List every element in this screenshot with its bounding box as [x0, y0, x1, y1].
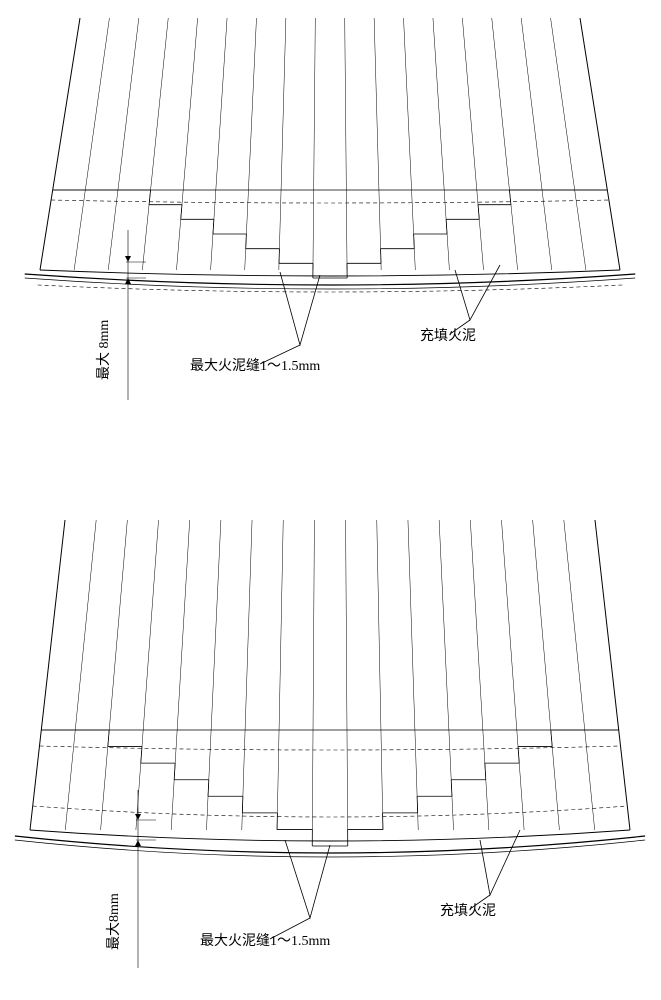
brick-joint [404, 18, 416, 270]
step-riser [242, 796, 243, 813]
brick-joint [345, 18, 347, 270]
step-riser [181, 205, 182, 220]
brick-joint [171, 520, 190, 830]
brick-joint [108, 18, 139, 270]
step-riser [509, 190, 511, 205]
panel: 充填火泥最大火泥缝1～1.5mm 最大 8mm [25, 18, 636, 400]
brick-joint [101, 520, 128, 830]
brick-joint [176, 18, 197, 270]
brick-joint [374, 18, 381, 270]
brick-joint [492, 18, 518, 270]
brick-joint [551, 18, 586, 270]
arc [40, 270, 620, 276]
label-max-mortar: 最大火泥缝1～1.5mm [200, 933, 330, 949]
step-riser [108, 730, 109, 747]
dim-arrow-top [135, 814, 141, 820]
leader-max-mortar [285, 840, 330, 918]
step-riser [485, 763, 486, 780]
fan-right-edge [595, 520, 630, 830]
brick-joint [408, 520, 418, 830]
label-max-mortar: 最大火泥缝1～1.5mm [190, 358, 320, 374]
fan-left-edge [40, 18, 80, 270]
shell-arc-inner [15, 840, 645, 857]
brick-joint [242, 520, 252, 830]
dashed-arc [51, 200, 609, 203]
step-riser [551, 730, 552, 747]
dashed-arc [38, 285, 623, 292]
dim-arrow-bot [135, 840, 141, 846]
brick-joint [564, 520, 595, 830]
brick-joint [313, 18, 315, 270]
step-riser [417, 796, 418, 813]
leader-fill-mortar [480, 830, 520, 895]
brick-joint [74, 18, 109, 270]
fan-left-edge [30, 520, 65, 830]
dim-arrow-bot [125, 278, 131, 284]
fan-right-edge [580, 18, 620, 270]
shell-arc [15, 836, 645, 853]
label-fill-mortar: 充填火泥 [440, 903, 496, 919]
brick-joint [521, 18, 552, 270]
leader-max-mortar [280, 272, 320, 345]
step-riser [446, 219, 447, 234]
brick-joint [312, 520, 314, 830]
brick-joint [136, 520, 159, 830]
brick-joint [277, 520, 283, 830]
step-riser [246, 234, 247, 249]
brick-joint [279, 18, 286, 270]
arc [30, 830, 630, 841]
step-riser [518, 747, 519, 764]
brick-joint [245, 18, 257, 270]
step-riser [213, 219, 214, 234]
label-max-8mm: 最大 8mm [96, 320, 112, 380]
step-riser [478, 205, 479, 220]
label-fill-mortar: 充填火泥 [420, 328, 476, 344]
dim-arrow-top [125, 256, 131, 262]
label-max-8mm: 最大8mm [106, 893, 122, 950]
step-riser [174, 763, 175, 780]
panel: 充填火泥最大火泥缝1～1.5mm 最大8mm [15, 520, 645, 968]
diagram-canvas: 充填火泥最大火泥缝1～1.5mm最大 8mm充填火泥最大火泥缝1～1.5mm最大… [0, 0, 661, 1000]
step-riser [414, 234, 415, 249]
brick-joint [377, 520, 383, 830]
brick-joint [346, 520, 348, 830]
leader-fill-mortar [455, 265, 500, 320]
step-riser [451, 780, 452, 797]
brick-joint [470, 520, 489, 830]
dashed-arc [33, 806, 628, 817]
brick-joint [533, 520, 560, 830]
brick-joint [142, 18, 168, 270]
brick-joint [501, 520, 524, 830]
step-riser [141, 747, 142, 764]
step-riser [208, 780, 209, 797]
brick-joint [65, 520, 96, 830]
brick-joint [462, 18, 483, 270]
step-riser [149, 190, 151, 205]
